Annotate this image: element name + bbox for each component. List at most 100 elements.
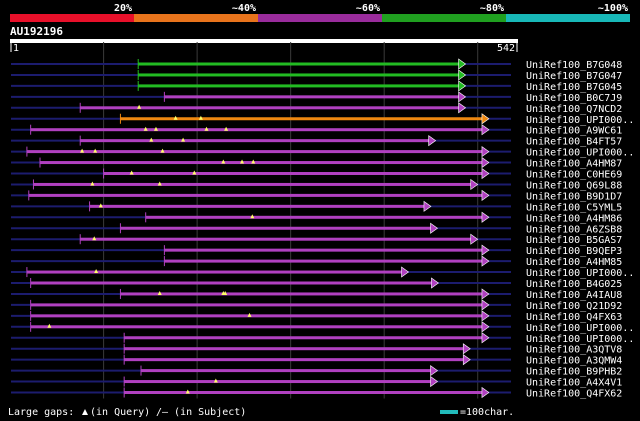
alignment-segment[interactable] <box>138 73 460 77</box>
hit-row[interactable]: UniRef100_UPI000.. <box>11 321 634 334</box>
hit-link[interactable]: UniRef100_UPI000.. <box>526 334 634 345</box>
alignment-segment[interactable] <box>124 336 483 340</box>
alignment-segment[interactable] <box>164 259 483 263</box>
query-gap-marker <box>93 148 98 153</box>
hit-row[interactable]: UniRef100_Q7NCD2 <box>11 102 622 115</box>
hit-link[interactable]: UniRef100_B0C7J9 <box>526 93 622 104</box>
query-end-label: 542 <box>497 43 515 54</box>
alignment-segment[interactable] <box>26 150 483 154</box>
alignment-segment[interactable] <box>164 95 460 99</box>
hit-row[interactable]: UniRef100_B7G045 <box>11 80 622 93</box>
hit-link[interactable]: UniRef100_A6ZSB8 <box>526 224 622 235</box>
alignment-segment[interactable] <box>30 325 483 329</box>
hit-row[interactable]: UniRef100_A4IAU8 <box>11 288 622 301</box>
hit-row[interactable]: UniRef100_B4FT57 <box>11 135 622 148</box>
hit-link[interactable]: UniRef100_A4HM86 <box>526 213 622 224</box>
hit-link[interactable]: UniRef100_Q7NCD2 <box>526 104 622 115</box>
query-gap-marker <box>90 181 95 186</box>
alignment-segment[interactable] <box>39 161 483 165</box>
hit-link[interactable]: UniRef100_UPI000.. <box>526 323 634 334</box>
alignment-segment[interactable] <box>33 182 472 186</box>
alignment-segment[interactable] <box>138 62 460 66</box>
alignment-segment[interactable] <box>120 117 483 121</box>
alignment-segment[interactable] <box>124 347 465 351</box>
hit-link[interactable]: UniRef100_Q4FX63 <box>526 312 622 323</box>
alignment-segment[interactable] <box>103 172 483 175</box>
hit-link[interactable]: UniRef100_B5GAS7 <box>526 235 622 246</box>
hit-link[interactable]: UniRef100_C0HE69 <box>526 170 622 181</box>
hit-link[interactable]: UniRef100_B7G047 <box>526 71 622 82</box>
hit-row[interactable]: UniRef100_B5GAS7 <box>11 233 622 246</box>
hit-row[interactable]: UniRef100_B4G025 <box>11 277 622 290</box>
hit-link[interactable]: UniRef100_B9PHB2 <box>526 367 622 378</box>
hit-row[interactable]: UniRef100_Q4FX62 <box>11 386 622 400</box>
hit-link[interactable]: UniRef100_Q4FX62 <box>526 389 622 400</box>
alignment-segment[interactable] <box>30 281 433 285</box>
hit-row[interactable]: UniRef100_B9PHB2 <box>11 365 622 378</box>
hit-row[interactable]: UniRef100_B9D1D7 <box>11 189 622 202</box>
alignment-segment[interactable] <box>30 314 483 318</box>
alignment-segment[interactable] <box>30 303 483 307</box>
alignment-segment[interactable] <box>30 128 483 132</box>
hit-link[interactable]: UniRef100_Q21D92 <box>526 301 622 312</box>
alignment-segment[interactable] <box>89 204 425 208</box>
hit-link[interactable]: UniRef100_A3QTV8 <box>526 345 622 356</box>
hit-link[interactable]: UniRef100_A4HM85 <box>526 257 622 268</box>
query-gap-marker <box>149 137 154 142</box>
hit-row[interactable]: UniRef100_Q21D92 <box>11 299 622 312</box>
alignment-arrowhead <box>481 211 490 223</box>
hit-link[interactable]: UniRef100_UPI000.. <box>526 115 634 126</box>
hit-row[interactable]: UniRef100_A4HM86 <box>11 211 622 224</box>
hit-row[interactable]: UniRef100_B7G047 <box>11 69 622 82</box>
hit-row[interactable]: UniRef100_A9WC61 <box>11 124 622 137</box>
alignment-segment[interactable] <box>141 369 432 373</box>
hit-row[interactable]: UniRef100_C5YML5 <box>11 200 622 213</box>
alignment-segment[interactable] <box>80 139 430 143</box>
alignment-segment[interactable] <box>164 248 483 252</box>
hit-link[interactable]: UniRef100_UPI000.. <box>526 268 634 279</box>
hit-link[interactable]: UniRef100_UPI000.. <box>526 148 634 159</box>
alignment-segment[interactable] <box>138 84 460 88</box>
alignment-segment[interactable] <box>120 226 432 230</box>
hit-row[interactable]: UniRef100_A3QMW4 <box>11 354 622 367</box>
hit-row[interactable]: UniRef100_B0C7J9 <box>11 91 622 104</box>
hit-row[interactable]: UniRef100_B7G048 <box>11 58 622 71</box>
hit-row[interactable]: UniRef100_Q69L88 <box>11 178 622 191</box>
hit-link[interactable]: UniRef100_A4HM87 <box>526 159 622 170</box>
alignment-segment[interactable] <box>124 380 432 384</box>
alignment-segment[interactable] <box>124 358 465 362</box>
hit-row[interactable]: UniRef100_A3QTV8 <box>11 343 622 356</box>
hit-link[interactable]: UniRef100_B9QEP3 <box>526 246 622 257</box>
hit-row[interactable]: UniRef100_C0HE69 <box>11 167 622 181</box>
hit-link[interactable]: UniRef100_C5YML5 <box>526 202 622 213</box>
hit-link[interactable]: UniRef100_B4FT57 <box>526 137 622 148</box>
hit-row[interactable]: UniRef100_UPI000.. <box>11 146 634 159</box>
hit-link[interactable]: UniRef100_B7G045 <box>526 82 622 93</box>
hit-row[interactable]: UniRef100_B9QEP3 <box>11 244 622 257</box>
hit-link[interactable]: UniRef100_A4IAU8 <box>526 290 622 301</box>
hit-row[interactable]: UniRef100_UPI000.. <box>11 266 634 279</box>
alignment-segment[interactable] <box>26 270 403 274</box>
hit-row[interactable]: UniRef100_A4X4V1 <box>11 375 622 389</box>
query-gap-marker <box>129 170 134 175</box>
hit-row[interactable]: UniRef100_UPI000.. <box>11 332 634 345</box>
hit-link[interactable]: UniRef100_B9D1D7 <box>526 191 622 202</box>
hit-link[interactable]: UniRef100_Q69L88 <box>526 180 622 191</box>
alignment-segment[interactable] <box>80 106 460 110</box>
alignment-segment[interactable] <box>145 215 483 219</box>
hit-link[interactable]: UniRef100_B7G048 <box>526 60 622 71</box>
alignment-segment[interactable] <box>28 193 483 197</box>
hit-row[interactable]: UniRef100_A6ZSB8 <box>11 222 622 235</box>
query-gap-marker <box>250 214 255 219</box>
hit-link[interactable]: UniRef100_B4G025 <box>526 279 622 290</box>
hit-row[interactable]: UniRef100_A4HM85 <box>11 255 622 268</box>
hit-link[interactable]: UniRef100_A3QMW4 <box>526 356 622 367</box>
hit-row[interactable]: UniRef100_Q4FX63 <box>11 310 622 323</box>
alignment-segment[interactable] <box>124 391 483 394</box>
hit-link[interactable]: UniRef100_A9WC61 <box>526 126 622 137</box>
hit-row[interactable]: UniRef100_A4HM87 <box>11 156 622 170</box>
hit-link[interactable]: UniRef100_A4X4V1 <box>526 378 622 389</box>
hit-row[interactable]: UniRef100_UPI000.. <box>11 113 634 126</box>
alignment-segment[interactable] <box>120 292 483 296</box>
alignment-segment[interactable] <box>80 237 472 241</box>
